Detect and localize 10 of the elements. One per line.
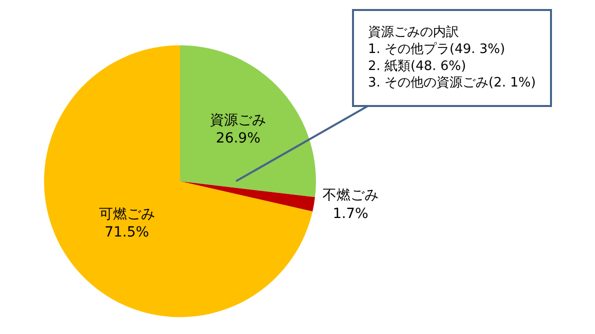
text: 資源ごみの内訳 1. その他プラ(49. 3%) 2. 紙類(48. 6%) 3. その他の資源ごみ(2. 1%)	[368, 25, 536, 91]
data-label: 71.5%	[104, 224, 150, 241]
slice-label: 不燃ごみ	[322, 188, 379, 204]
slice-label: 資源ごみ	[210, 112, 266, 128]
pie-slice	[180, 45, 316, 198]
pie-slice	[180, 181, 316, 212]
pie-slice	[44, 45, 313, 317]
slice-label: 可燃ごみ	[98, 206, 155, 222]
data-label: 1.7%	[332, 206, 368, 222]
data-label: 26.9%	[216, 130, 260, 147]
